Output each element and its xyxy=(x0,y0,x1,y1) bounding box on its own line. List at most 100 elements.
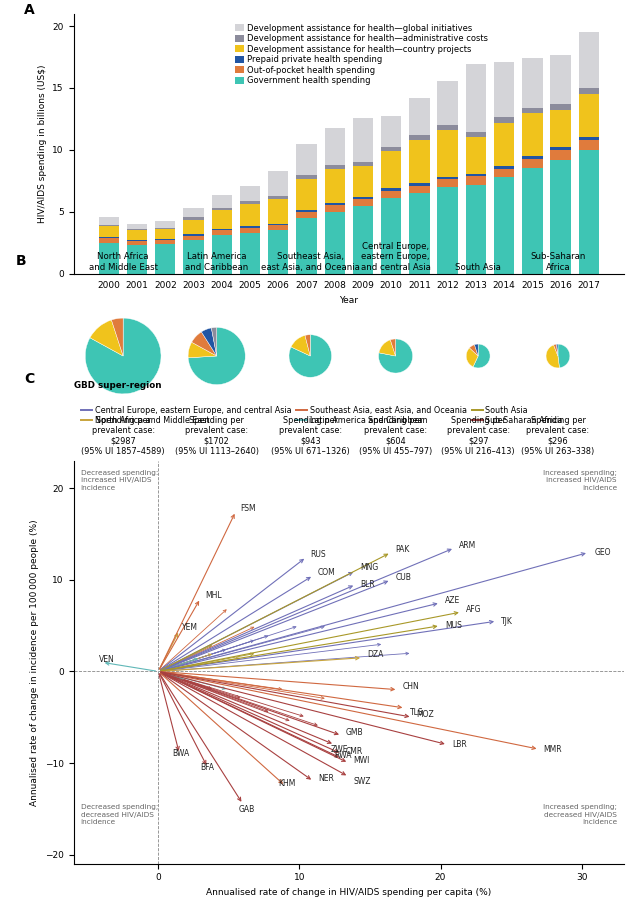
Text: GBD super-region: GBD super-region xyxy=(74,381,161,390)
Bar xyxy=(550,55,571,104)
Wedge shape xyxy=(188,342,217,357)
Bar xyxy=(240,201,260,204)
Bar xyxy=(268,196,289,198)
Bar xyxy=(466,185,486,273)
Bar xyxy=(381,198,401,273)
Bar xyxy=(494,165,515,169)
Bar xyxy=(438,176,458,179)
Bar xyxy=(127,228,147,230)
Wedge shape xyxy=(469,345,478,356)
Text: DZA: DZA xyxy=(367,651,383,659)
Bar xyxy=(212,235,232,273)
Bar xyxy=(155,239,175,240)
Text: CHN: CHN xyxy=(403,683,419,692)
Bar xyxy=(183,208,204,218)
Bar xyxy=(494,122,515,165)
Bar xyxy=(99,225,119,226)
Bar xyxy=(409,140,429,184)
Text: BWA: BWA xyxy=(172,749,189,759)
Bar xyxy=(127,230,147,240)
Wedge shape xyxy=(474,344,478,356)
Text: ZWE: ZWE xyxy=(330,745,348,754)
Bar xyxy=(324,206,345,212)
Bar xyxy=(268,198,289,224)
Bar xyxy=(579,32,599,88)
Bar xyxy=(240,233,260,273)
Bar xyxy=(438,179,458,187)
Text: Spending per
prevalent case:
$2987
(95% UI 1857–4589): Spending per prevalent case: $2987 (95% … xyxy=(81,416,165,456)
Bar xyxy=(183,218,204,219)
Wedge shape xyxy=(466,348,478,367)
Text: Decreased spending:
increased HIV/AIDS
incidence: Decreased spending: increased HIV/AIDS i… xyxy=(81,470,158,491)
Wedge shape xyxy=(211,327,217,356)
Text: MMR: MMR xyxy=(543,745,562,754)
Text: GAB: GAB xyxy=(239,805,255,814)
Text: BFA: BFA xyxy=(200,763,214,772)
Bar xyxy=(296,218,317,273)
Bar xyxy=(353,165,373,197)
Wedge shape xyxy=(558,344,570,367)
Bar xyxy=(268,225,289,230)
Bar xyxy=(409,98,429,135)
Text: Spending per
prevalent case:
$296
(95% UI 263–338): Spending per prevalent case: $296 (95% U… xyxy=(522,416,595,456)
Bar xyxy=(324,204,345,206)
Wedge shape xyxy=(188,327,245,385)
Text: MOZ: MOZ xyxy=(417,710,435,719)
Text: Spending per
prevalent case:
$604
(95% UI 455–797): Spending per prevalent case: $604 (95% U… xyxy=(359,416,432,456)
Wedge shape xyxy=(291,335,310,356)
Text: Spending per
prevalent case:
$297
(95% UI 216–413): Spending per prevalent case: $297 (95% U… xyxy=(442,416,515,456)
Bar xyxy=(381,152,401,188)
Bar xyxy=(438,81,458,124)
Bar xyxy=(212,196,232,207)
Text: KHM: KHM xyxy=(278,779,296,788)
Bar xyxy=(579,93,599,137)
Text: CMR: CMR xyxy=(346,747,364,756)
Text: CUB: CUB xyxy=(396,572,412,581)
Bar xyxy=(183,219,204,234)
Bar xyxy=(240,228,260,233)
Bar xyxy=(212,207,232,210)
Text: Spending per
prevalent case:
$1702
(95% UI 1113–2640): Spending per prevalent case: $1702 (95% … xyxy=(175,416,259,456)
Bar xyxy=(155,229,175,239)
Wedge shape xyxy=(379,340,396,356)
Y-axis label: Annualised rate of change in incidence per 100 000 people (%): Annualised rate of change in incidence p… xyxy=(30,519,39,805)
Wedge shape xyxy=(191,332,217,356)
Bar xyxy=(494,177,515,273)
Wedge shape xyxy=(390,339,396,356)
Bar xyxy=(296,179,317,210)
Bar xyxy=(522,156,543,159)
Bar xyxy=(550,104,571,110)
Bar xyxy=(466,64,486,132)
Text: TJK: TJK xyxy=(501,617,513,625)
Legend: Development assistance for health—global initiatives, Development assistance for: Development assistance for health—global… xyxy=(232,20,492,89)
Bar xyxy=(296,144,317,175)
Bar xyxy=(240,186,260,201)
Bar xyxy=(99,218,119,225)
Bar xyxy=(324,128,345,165)
Bar xyxy=(127,224,147,228)
Bar xyxy=(99,226,119,237)
Bar xyxy=(522,108,543,113)
Bar xyxy=(579,140,599,150)
Bar xyxy=(296,175,317,179)
Text: TLS: TLS xyxy=(410,708,423,717)
Text: C: C xyxy=(24,372,35,387)
Bar xyxy=(183,236,204,240)
Text: MWI: MWI xyxy=(353,756,369,765)
Bar xyxy=(409,184,429,186)
Text: BLR: BLR xyxy=(360,580,375,589)
Bar xyxy=(381,191,401,198)
Bar xyxy=(268,224,289,225)
Bar xyxy=(155,221,175,228)
Bar xyxy=(127,245,147,273)
Text: RWA: RWA xyxy=(335,751,352,760)
Text: Spending per
prevalent case:
$943
(95% UI 671–1326): Spending per prevalent case: $943 (95% U… xyxy=(271,416,349,456)
Bar xyxy=(99,243,119,273)
Bar xyxy=(324,212,345,273)
Bar xyxy=(438,124,458,130)
Bar xyxy=(409,193,429,273)
Bar xyxy=(550,110,571,147)
Text: YEM: YEM xyxy=(182,623,198,632)
Text: AFG: AFG xyxy=(466,605,481,613)
Text: Central Europe,
eastern Europe,
and central Asia: Central Europe, eastern Europe, and cent… xyxy=(361,242,431,271)
